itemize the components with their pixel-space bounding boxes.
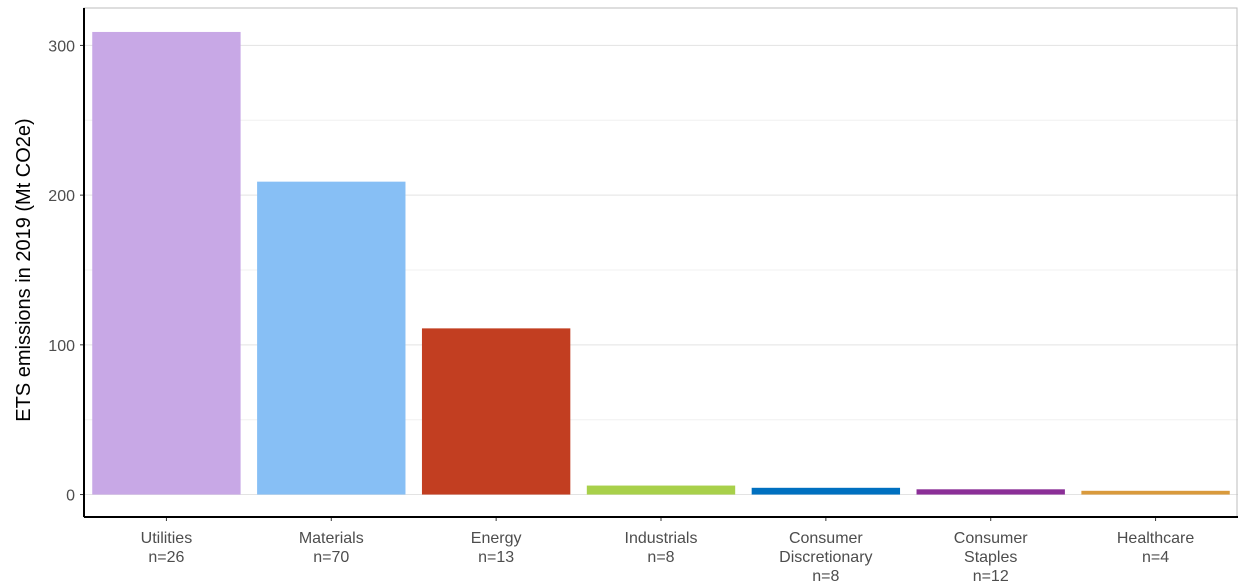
y-tick-label: 300 [48,38,75,55]
x-tick-label-line: n=8 [812,568,839,585]
x-tick-label-line: n=70 [313,549,349,566]
bar [257,181,406,495]
panel-border [83,7,1238,518]
x-tick-label-line: n=13 [478,549,514,566]
x-tick-label-line: Utilities [141,530,193,547]
plot-frame [83,7,1238,518]
y-tick-label: 200 [48,188,75,205]
x-tick-label-line: Discretionary [779,549,872,566]
x-tick-label-line: Staples [964,549,1017,566]
y-axis-title: ETS emissions in 2019 (Mt CO2e) [13,118,35,421]
x-tick-label-line: Industrials [625,530,698,547]
bar [586,485,736,495]
bar [916,489,1065,495]
x-tick-label-line: n=26 [148,549,184,566]
x-axis-ticks: Utilities n=26 Materials n=70 Energy n=13 Indu… [141,517,1194,585]
bars [92,31,1230,495]
bar [92,31,241,495]
x-tick-label-line: Materials [299,530,364,547]
x-tick-label-line: n=4 [1142,549,1169,566]
y-tick-label: 0 [66,488,75,505]
x-tick-label-line: Energy [471,530,522,547]
x-tick-label: Healthcare n=4 [1117,530,1194,566]
x-tick-label-line: n=8 [647,549,674,566]
x-tick-label: Industrials n=8 [625,530,698,566]
x-tick-label: Consumer Discretionary n=8 [779,530,872,585]
bar [421,328,571,495]
x-tick-label-line: n=12 [973,568,1009,585]
x-tick-label: Utilities n=26 [141,530,193,566]
x-tick-label-line: Consumer [789,530,863,547]
x-tick-label: Energy n=13 [471,530,522,566]
y-axis-ticks: 0 100 200 300 [48,38,84,505]
bar [751,487,901,495]
x-tick-label: Consumer Staples n=12 [954,530,1028,585]
x-tick-label-line: Consumer [954,530,1028,547]
y-tick-label: 100 [48,338,75,355]
x-tick-label: Materials n=70 [299,530,364,566]
bar [1081,490,1230,495]
x-tick-label-line: Healthcare [1117,530,1194,547]
